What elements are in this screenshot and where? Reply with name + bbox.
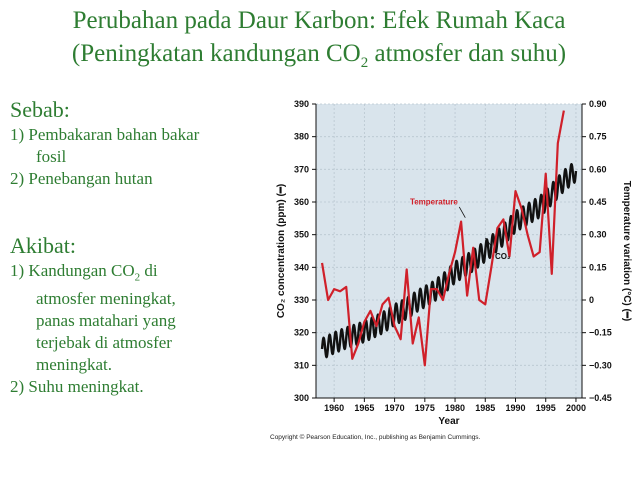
y-right-tick-label: 0.30	[589, 230, 607, 240]
y-left-tick-label: 310	[294, 360, 309, 370]
y-right-tick-label: −0.15	[589, 328, 612, 338]
tick-labels: 300 310 320 330 340 350 360 370 380 390 −0.45 −0.30…	[294, 99, 612, 413]
y-left-tick-label: 340	[294, 262, 309, 272]
axes	[315, 104, 583, 399]
causes-heading: Sebab:	[10, 97, 70, 122]
x-tick-label: 1985	[475, 403, 495, 413]
title-line-2-sub: 2	[360, 55, 369, 71]
cause-item-1-line-1: 1) Pembakaran bahan bakar	[10, 125, 200, 144]
effect-item-1-sub: 2	[134, 271, 141, 284]
y-left-tick-label: 390	[294, 99, 309, 109]
cause-item-1-line-2: fosil	[36, 147, 67, 166]
y-left-tick-label: 360	[294, 197, 309, 207]
y-right-tick-label: 0	[589, 295, 594, 305]
temperature-series-line	[320, 110, 565, 367]
co2-annotation: CO₂	[495, 252, 511, 261]
title-line-2-pre: (Peningkatan kandungan CO	[71, 40, 361, 67]
x-tick-label: 1980	[445, 403, 465, 413]
slide-title: Perubahan pada Daur Karbon: Efek Rumah K…	[0, 4, 638, 80]
x-tick-label: 2000	[566, 403, 586, 413]
co2-annotation-pointer	[484, 237, 492, 247]
x-tick-label: 1960	[324, 403, 344, 413]
y-left-tick-label: 320	[294, 328, 309, 338]
co2-temperature-chart: 300 310 320 330 340 350 360 370 380 390 −0.45 −0.30…	[276, 99, 632, 427]
temperature-annotation: Temperature	[410, 198, 458, 207]
effect-item-1-line-2: atmosfer meningkat,	[36, 289, 176, 309]
x-tick-label: 1990	[505, 403, 525, 413]
y-axis-label-right: Temperature variation (°C) (━)	[621, 181, 632, 321]
y-right-tick-label: −0.45	[589, 393, 612, 403]
x-tick-label: 1995	[536, 403, 556, 413]
effect-item-1-line-4: terjebak di atmosfer	[36, 333, 172, 353]
y-left-tick-label: 380	[294, 132, 309, 142]
effect-item-1-post: di	[140, 261, 158, 280]
y-right-tick-label: −0.30	[589, 360, 612, 370]
x-tick-label: 1975	[415, 403, 435, 413]
title-line-1: Perubahan pada Daur Karbon: Efek Rumah K…	[72, 7, 566, 34]
effect-item-1-pre: 1) Kandungan CO	[10, 261, 135, 280]
effects-block: Akibat: 1) Kandungan CO2 di atmosfer men…	[10, 232, 270, 398]
plot-area	[316, 104, 582, 398]
y-right-tick-label: 0.45	[589, 197, 607, 207]
y-right-tick-label: 0.15	[589, 262, 607, 272]
y-left-tick-label: 350	[294, 230, 309, 240]
cause-item-2: 2) Penebangan hutan	[10, 169, 153, 188]
x-axis-label: Year	[438, 416, 459, 427]
y-right-tick-label: 0.60	[589, 164, 607, 174]
effect-item-2: 2) Suhu meningkat.	[10, 377, 144, 397]
y-left-tick-label: 370	[294, 164, 309, 174]
temperature-annotation-pointer	[458, 206, 466, 218]
effect-item-1-line-3: panas matahari yang	[36, 311, 176, 331]
x-tick-label: 1970	[385, 403, 405, 413]
effect-item-1-line-5: meningkat.	[36, 355, 113, 375]
x-tick-label: 1965	[354, 403, 374, 413]
y-left-tick-label: 300	[294, 393, 309, 403]
title-line-2: (Peningkatan kandungan CO2 atmosfer dan …	[0, 37, 638, 80]
effects-heading: Akibat:	[10, 233, 76, 258]
copyright-note: Copyright © Pearson Education, Inc., pub…	[270, 434, 481, 441]
y-axis-label-left: CO₂ concentration (ppm) (━)	[276, 184, 287, 318]
title-line-2-post: atmosfer dan suhu)	[368, 40, 567, 67]
effect-item-1-line-1: 1) Kandungan CO2 di	[10, 260, 270, 288]
y-right-tick-label: 0.90	[589, 99, 607, 109]
y-left-tick-label: 330	[294, 295, 309, 305]
series-lines	[320, 110, 578, 367]
y-right-tick-label: 0.75	[589, 132, 607, 142]
causes-block: Sebab: 1) Pembakaran bahan bakar fosil 2…	[10, 96, 270, 190]
annotations: Temperature CO₂	[410, 198, 511, 261]
